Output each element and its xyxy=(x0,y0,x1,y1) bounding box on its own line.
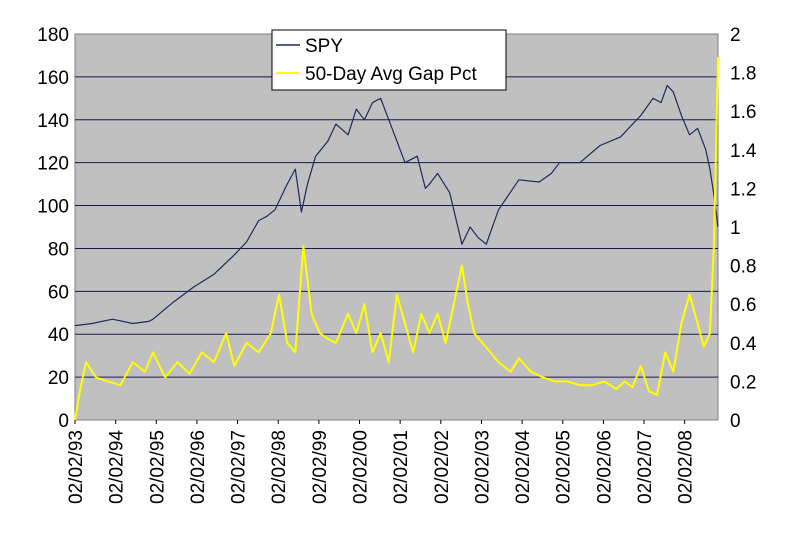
x-tick-0: 02/02/93 xyxy=(66,430,87,504)
y-right-tick-1: 0.2 xyxy=(730,372,756,393)
y-left-tick-8: 160 xyxy=(37,68,69,89)
y-left-tick-4: 80 xyxy=(48,239,69,260)
plot-area xyxy=(75,34,718,420)
x-tick-8: 02/02/01 xyxy=(391,430,412,504)
y-left-tick-3: 60 xyxy=(48,282,69,303)
x-tick-1: 02/02/94 xyxy=(107,430,128,504)
x-tick-5: 02/02/98 xyxy=(269,430,290,504)
legend-label-spy: SPY xyxy=(305,36,343,57)
x-tick-14: 02/02/07 xyxy=(635,430,656,504)
y-left-tick-1: 20 xyxy=(48,368,69,389)
x-tick-7: 02/02/00 xyxy=(351,430,372,504)
x-tick-4: 02/02/97 xyxy=(229,430,250,504)
y-right-tick-10: 2 xyxy=(730,25,741,46)
y-right-tick-2: 0.4 xyxy=(730,334,757,355)
x-tick-10: 02/02/03 xyxy=(472,430,493,504)
x-axis-ticks: 02/02/93 02/02/94 02/02/95 02/02/96 02/02/97… xyxy=(66,420,697,504)
y-right-tick-5: 1 xyxy=(730,218,741,239)
legend: SPY 50-Day Avg Gap Pct xyxy=(272,30,506,90)
y-right-tick-8: 1.6 xyxy=(730,102,756,123)
x-tick-13: 02/02/06 xyxy=(594,430,615,504)
y-left-tick-6: 120 xyxy=(37,154,69,175)
y-left-tick-7: 140 xyxy=(37,111,69,132)
y-right-tick-9: 1.8 xyxy=(730,64,756,85)
y-left-tick-2: 40 xyxy=(48,325,69,346)
y-right-tick-3: 0.6 xyxy=(730,295,756,316)
y-right-tick-7: 1.4 xyxy=(730,141,757,162)
x-tick-9: 02/02/02 xyxy=(432,430,453,504)
left-axis-ticks: 0 20 40 60 80 100 120 140 160 180 xyxy=(37,25,69,432)
y-left-tick-0: 0 xyxy=(58,411,69,432)
y-right-tick-4: 0.8 xyxy=(730,257,756,278)
x-tick-3: 02/02/96 xyxy=(188,430,209,504)
x-tick-12: 02/02/05 xyxy=(554,430,575,504)
legend-label-gap: 50-Day Avg Gap Pct xyxy=(305,64,478,85)
right-axis-ticks: 0 0.2 0.4 0.6 0.8 1 1.2 1.4 1.6 1.8 2 xyxy=(730,25,757,432)
y-right-tick-6: 1.2 xyxy=(730,179,756,200)
x-tick-6: 02/02/99 xyxy=(310,430,331,504)
y-right-tick-0: 0 xyxy=(730,411,741,432)
y-left-tick-5: 100 xyxy=(37,197,69,218)
x-tick-15: 02/02/08 xyxy=(676,430,697,504)
y-left-tick-9: 180 xyxy=(37,25,69,46)
x-tick-2: 02/02/95 xyxy=(147,430,168,504)
x-tick-11: 02/02/04 xyxy=(513,430,534,504)
